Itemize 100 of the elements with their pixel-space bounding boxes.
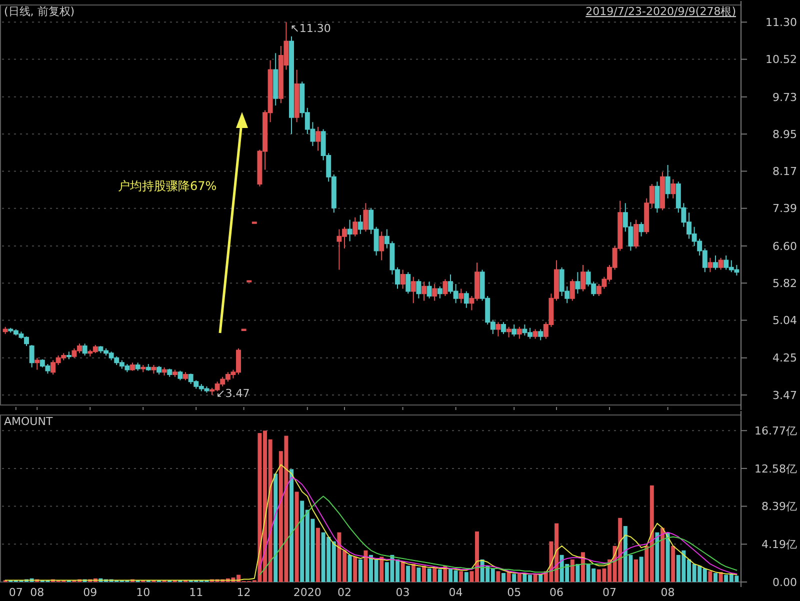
candlestick	[406, 272, 411, 294]
y-tick-label: 3.47	[772, 388, 797, 402]
chart-title: (日线, 前复权)	[4, 5, 75, 18]
candlestick	[34, 357, 40, 370]
bar	[438, 569, 442, 582]
candlestick	[289, 36, 294, 135]
candlestick	[713, 254, 718, 270]
candlestick	[516, 326, 522, 340]
bar	[671, 546, 676, 582]
y-tick-label: 9.73	[772, 90, 797, 104]
y-tick-label: 4.19亿	[762, 538, 797, 552]
bar	[666, 532, 670, 582]
candlestick	[426, 281, 432, 299]
candlestick	[66, 351, 72, 360]
bar	[464, 572, 468, 582]
candlestick	[172, 369, 178, 378]
candlestick	[638, 222, 644, 237]
candlestick	[575, 272, 580, 294]
bar	[290, 469, 294, 582]
bar	[502, 572, 506, 582]
line-series	[259, 476, 738, 574]
bar	[506, 572, 511, 582]
candlestick	[347, 219, 352, 242]
bar	[714, 572, 718, 582]
y-tick-label: 0.00	[772, 576, 797, 589]
x-tick-label: 02	[338, 586, 352, 599]
bar	[416, 568, 421, 582]
bar	[411, 564, 416, 582]
bar	[364, 550, 368, 582]
x-tick-label: 04	[448, 586, 463, 599]
candlestick	[432, 284, 438, 302]
candlestick	[82, 343, 88, 356]
x-tick-label: 03	[396, 586, 410, 599]
candlestick	[512, 324, 517, 337]
annotation: ↙3.47	[216, 387, 250, 400]
bar	[348, 554, 352, 582]
y-tick-label: 8.17	[772, 165, 797, 178]
candlestick	[146, 364, 151, 372]
candlestick	[294, 69, 300, 123]
candlestick	[2, 326, 8, 335]
bar	[639, 556, 644, 582]
candlestick	[442, 278, 448, 296]
bar	[406, 566, 410, 582]
y-tick-label: 11.30	[766, 16, 797, 29]
bar	[708, 571, 712, 582]
y-tick-label: 12.58亿	[754, 462, 797, 476]
candlestick	[352, 216, 358, 237]
y-tick-label: 4.25	[772, 352, 797, 365]
x-tick-label: 08	[660, 586, 675, 599]
candlestick	[634, 219, 638, 249]
candlestick	[654, 181, 660, 214]
candlestick	[708, 257, 713, 273]
candlestick	[422, 281, 426, 302]
candlestick	[410, 276, 416, 304]
y-tick-label: 8.95	[772, 128, 797, 141]
bar	[353, 556, 358, 582]
candlestick	[464, 290, 469, 308]
x-tick-label: 11	[189, 586, 204, 599]
candlestick	[718, 257, 724, 270]
bar	[316, 528, 320, 582]
candlestick	[178, 370, 183, 381]
candlestick	[501, 322, 506, 335]
bar	[660, 528, 664, 582]
x-tick-label: 07	[8, 586, 23, 599]
x-tick-label: 10	[136, 586, 150, 599]
candlestick	[183, 372, 188, 381]
bar	[422, 566, 426, 582]
x-tick-label: 06	[549, 586, 564, 599]
candlestick	[416, 278, 422, 299]
candlestick	[363, 202, 368, 232]
candlestick	[167, 368, 172, 378]
candlestick	[437, 286, 442, 299]
candlestick	[156, 365, 162, 376]
x-tick-label: 09	[83, 586, 98, 599]
y-tick-label: 16.77亿	[754, 424, 797, 438]
candlestick	[140, 364, 146, 373]
bar	[380, 556, 384, 582]
bar	[358, 559, 362, 582]
bar	[538, 574, 543, 582]
y-tick-label: 7.39	[772, 202, 797, 216]
line-series	[259, 496, 738, 576]
candlestick	[316, 126, 320, 152]
x-tick-label: 2020	[293, 586, 322, 599]
x-tick-label: 12	[236, 586, 251, 599]
bar	[427, 568, 432, 582]
candlestick	[162, 366, 167, 376]
bar	[570, 559, 574, 582]
candlestick	[358, 214, 363, 235]
candlestick	[151, 364, 156, 374]
bar	[655, 532, 660, 582]
y-tick-label: 5.04	[772, 314, 797, 328]
y-tick-label: 6.60	[772, 240, 797, 253]
candlestick	[379, 231, 384, 261]
chart-subtitle: 2019/7/23-2020/9/9(278根)	[586, 5, 736, 18]
line-series	[4, 464, 738, 581]
bar	[432, 568, 437, 582]
bar	[634, 559, 638, 582]
candlestick	[538, 328, 544, 341]
bar	[576, 564, 580, 582]
candlestick	[660, 172, 665, 211]
